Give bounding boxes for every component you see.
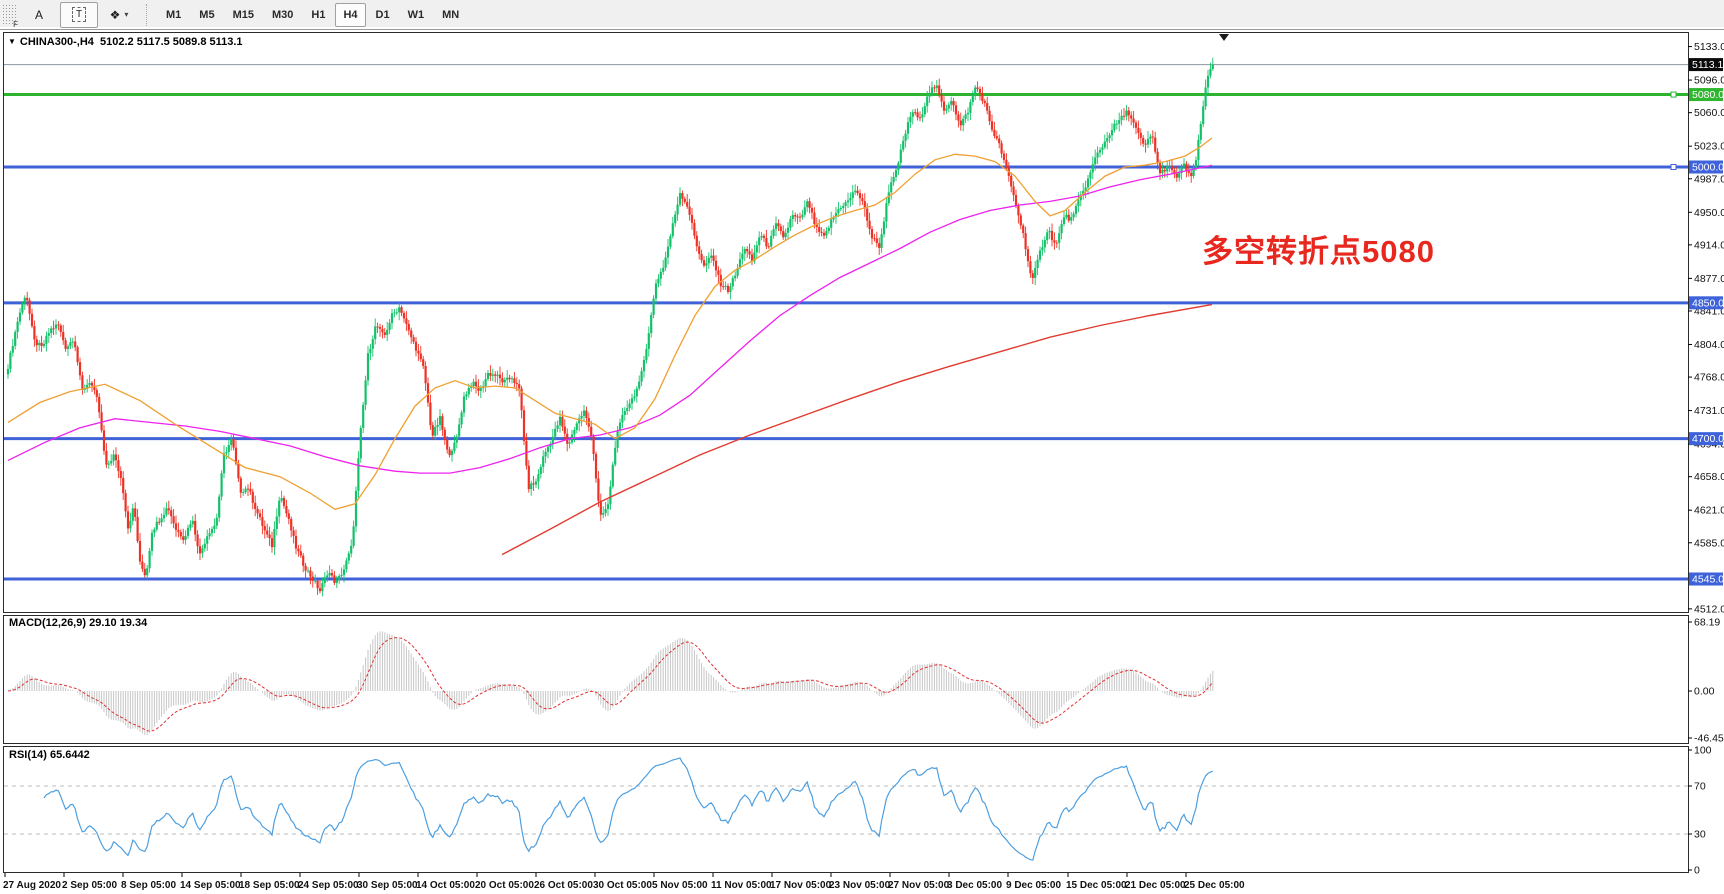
timeframe-button-m5[interactable]: M5 [199, 8, 215, 21]
price-tick-label: 5096.0 [1694, 75, 1724, 87]
price-tick-label: 4585.0 [1694, 537, 1724, 549]
price-badge [1689, 572, 1723, 586]
main-price-panel [4, 34, 1688, 597]
price-badge-label: 5113.1 [1692, 59, 1723, 71]
chart-canvas[interactable]: 5133.0 5096.0 5060.0 5023.0 4987.0 4950.0 4914… [0, 32, 1724, 894]
price-tick-label: 4768.0 [1694, 372, 1724, 384]
price-badge [1689, 296, 1723, 310]
price-badge [1689, 160, 1723, 174]
rsi-axis-label: 100 [1694, 745, 1712, 757]
chevron-down-icon: ▾ [124, 10, 129, 19]
time-tick-label: 27 Nov 05:00 [888, 880, 950, 891]
time-tick-label: 30 Sep 05:00 [357, 880, 418, 891]
price-tick-label: 4658.0 [1694, 471, 1724, 483]
toolbar-grip-templates-icon[interactable]: F [2, 3, 18, 29]
rsi-panel[interactable] [3, 746, 1689, 873]
time-tick-label: 24 Sep 05:00 [298, 880, 359, 891]
main-panel[interactable] [3, 32, 1689, 613]
chart-window[interactable]: 5133.0 5096.0 5060.0 5023.0 4987.0 4950.0 4914… [0, 32, 1724, 894]
line-handle-icon[interactable] [1670, 91, 1677, 98]
time-tick-label: 8 Sep 05:00 [121, 880, 176, 891]
toolbar-separator [146, 3, 152, 26]
price-badge [1689, 432, 1723, 446]
timeframe-button-m30[interactable]: M30 [271, 8, 294, 21]
rsi-axis-label: 70 [1694, 781, 1706, 793]
price-tick-label: 4914.0 [1694, 239, 1724, 251]
timeframe-button-h4[interactable]: H4 [335, 2, 366, 27]
time-tick-label: 27 Aug 2020 [3, 880, 61, 891]
timeframe-button-d1[interactable]: D1 [375, 8, 390, 21]
macd-axis-label: 68.19 [1694, 616, 1720, 628]
timeframe-button-h1[interactable]: H1 [311, 8, 326, 21]
text-label-tool-button[interactable]: T [60, 1, 98, 28]
time-axis[interactable]: 27 Aug 2020 2 Sep 05:00 8 Sep 05:00 14 Sep … [3, 873, 1245, 891]
rsi-panel-content [4, 757, 1688, 861]
shapes-icon: ❖ [109, 7, 121, 22]
rsi-axis-label: 30 [1694, 829, 1706, 841]
price-tick-label: 5133.0 [1694, 41, 1724, 53]
time-tick-label: 14 Oct 05:00 [416, 880, 475, 891]
candlesticks [6, 57, 1214, 597]
price-tick-label: 4804.0 [1694, 339, 1724, 351]
toolbar: F A T ❖ ▾ M1 M5 M15 M30 H1 H4 D1 W1 MN [0, 0, 1724, 30]
time-tick-label: 21 Dec 05:00 [1125, 880, 1186, 891]
time-tick-label: 18 Sep 05:00 [239, 880, 300, 891]
price-tick-label: 5060.0 [1694, 107, 1724, 119]
time-tick-label: 23 Nov 05:00 [829, 880, 891, 891]
font-tool-button[interactable]: A [34, 7, 43, 22]
text-tool-icon: T [71, 7, 87, 22]
timeframe-bar: M1 M5 M15 M30 H1 H4 D1 W1 MN [158, 2, 467, 27]
line-handle-icon[interactable] [1670, 164, 1677, 170]
time-tick-label: 2 Sep 05:00 [62, 880, 117, 891]
price-badge [1689, 58, 1723, 72]
ma-fast-orange-line[interactable] [7, 137, 1213, 511]
time-tick-label: 25 Dec 05:00 [1184, 880, 1245, 891]
rsi-line [43, 757, 1213, 861]
ma-slow-red-line[interactable] [501, 303, 1213, 556]
macd-panel[interactable] [3, 615, 1689, 744]
price-badge-label: 4700.0 [1692, 433, 1724, 445]
macd-signal-line [7, 637, 1214, 732]
price-tick-label: 4950.0 [1694, 207, 1724, 219]
ma-mid-magenta-line[interactable] [7, 164, 1213, 474]
time-tick-label: 20 Oct 05:00 [475, 880, 534, 891]
price-tick-label: 4987.0 [1694, 173, 1724, 185]
price-badge-label: 5000.0 [1692, 162, 1724, 174]
time-tick-label: 26 Oct 05:00 [534, 880, 593, 891]
macd-axis-label: 0.00 [1694, 686, 1715, 698]
timeframe-button-m15[interactable]: M15 [232, 8, 254, 21]
macd-axis-label: -46.45 [1694, 733, 1724, 745]
price-badge-label: 4545.0 [1692, 574, 1724, 586]
time-tick-label: 17 Nov 05:00 [770, 880, 832, 891]
rsi-axis-label: 0 [1694, 865, 1700, 877]
price-badge [1689, 88, 1723, 102]
time-tick-label: 14 Sep 05:00 [180, 880, 241, 891]
time-tick-label: 3 Dec 05:00 [947, 880, 1002, 891]
price-axis[interactable]: 5133.0 5096.0 5060.0 5023.0 4987.0 4950.0 4914… [1688, 41, 1724, 877]
timeframe-button-m1[interactable]: M1 [166, 8, 182, 21]
time-tick-label: 11 Nov 05:00 [711, 880, 772, 891]
macd-panel-content [7, 631, 1214, 735]
price-tick-label: 4512.0 [1694, 603, 1724, 615]
shapes-dropdown-button[interactable]: ❖ ▾ [100, 2, 138, 28]
time-tick-label: 5 Nov 05:00 [652, 880, 708, 891]
price-badge-label: 5080.0 [1692, 89, 1724, 101]
price-badge-label: 4850.0 [1692, 297, 1724, 309]
time-tick-label: 15 Dec 05:00 [1066, 880, 1127, 891]
price-tick-label: 4621.0 [1694, 505, 1724, 517]
time-tick-label: 30 Oct 05:00 [593, 880, 652, 891]
price-tick-label: 4731.0 [1694, 405, 1724, 417]
price-tick-label: 4877.0 [1694, 273, 1724, 285]
price-tick-label: 5023.0 [1694, 141, 1724, 153]
chart-shift-marker-icon[interactable] [1219, 34, 1229, 41]
timeframe-button-w1[interactable]: W1 [407, 8, 425, 21]
time-tick-label: 9 Dec 05:00 [1006, 880, 1061, 891]
timeframe-button-mn[interactable]: MN [442, 8, 460, 21]
